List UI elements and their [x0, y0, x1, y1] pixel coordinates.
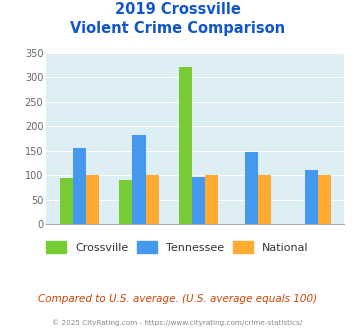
- Bar: [318, 175, 331, 224]
- Text: © 2025 CityRating.com - https://www.cityrating.com/crime-statistics/: © 2025 CityRating.com - https://www.city…: [53, 319, 302, 326]
- Bar: [205, 175, 218, 224]
- Bar: [86, 175, 99, 224]
- Bar: [73, 148, 86, 224]
- Bar: [305, 171, 318, 224]
- Text: Compared to U.S. average. (U.S. average equals 100): Compared to U.S. average. (U.S. average …: [38, 294, 317, 304]
- Text: 2019 Crossville: 2019 Crossville: [115, 2, 240, 16]
- Bar: [245, 152, 258, 224]
- Bar: [258, 175, 271, 224]
- Bar: [192, 177, 205, 224]
- Text: Violent Crime Comparison: Violent Crime Comparison: [70, 21, 285, 36]
- Legend: Crossville, Tennessee, National: Crossville, Tennessee, National: [46, 241, 309, 253]
- Bar: [132, 135, 146, 224]
- Bar: [60, 178, 73, 224]
- Bar: [146, 175, 159, 224]
- Bar: [179, 67, 192, 224]
- Bar: [119, 180, 132, 224]
